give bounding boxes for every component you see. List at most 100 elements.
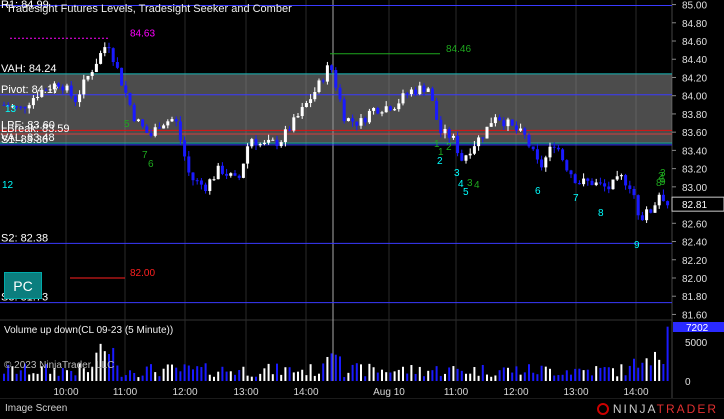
candle-body [460, 153, 464, 161]
volume-bar [641, 362, 644, 381]
candle-body [590, 180, 594, 186]
volume-bar [70, 370, 73, 381]
seeker-count-label: 12 [2, 180, 14, 191]
ninjatrader-logo: NINJATRADER [596, 401, 718, 417]
candle-body [27, 105, 31, 109]
volume-bar [507, 367, 509, 381]
candle-body [170, 119, 174, 122]
candle-body [216, 165, 220, 180]
candle-body [82, 79, 86, 95]
volume-bar [208, 374, 211, 381]
candle-body [48, 89, 52, 91]
candle-body [6, 104, 10, 107]
last-volume-flag [673, 322, 724, 332]
seeker-count-label: 1 [660, 174, 666, 185]
volume-bar [582, 370, 585, 381]
volume-bar [11, 366, 14, 381]
volume-bar [301, 369, 304, 381]
pc-button[interactable]: PC [4, 272, 42, 299]
seeker-count-label: 2 [658, 171, 664, 182]
seeker-count-label: 3 [660, 168, 666, 179]
time-tick-label: 14:00 [623, 387, 648, 398]
price-tick-label: 83.40 [682, 146, 707, 157]
candle-body [355, 121, 359, 126]
candle-body [330, 65, 334, 71]
time-tick-label: 11:00 [444, 387, 469, 398]
candle-body [565, 160, 569, 171]
candle-body [510, 119, 514, 126]
volume-bar [124, 375, 127, 381]
candle-body [573, 174, 577, 184]
volume-bar [330, 353, 333, 381]
volume-bar [498, 370, 501, 381]
candle-body [338, 87, 342, 100]
candle-body [636, 195, 640, 216]
seeker-count-label: 6 [148, 159, 154, 170]
last-volume-label: 7202 [686, 323, 709, 334]
volume-bar [515, 366, 518, 381]
volume-bar [410, 365, 413, 381]
candle-body [611, 179, 615, 190]
last-price-flag [671, 196, 724, 212]
volume-bar [284, 367, 287, 381]
seeker-count-label: 9 [660, 177, 666, 188]
footer-bar: Image Screen NINJATRADER [0, 398, 724, 419]
price-tick-label: 84.40 [682, 55, 707, 66]
volume-bar [658, 359, 661, 381]
candle-body [351, 118, 355, 122]
volume-bar [187, 365, 190, 381]
price-tick-label: 81.80 [682, 292, 707, 303]
volume-bar [82, 368, 85, 381]
volume-bar [511, 372, 514, 381]
volume-bar [347, 372, 350, 381]
time-tick-label: Aug 10 [373, 387, 405, 398]
candle-body [363, 118, 367, 123]
volume-bar [502, 367, 505, 381]
seeker-count-label: 7 [573, 193, 579, 204]
volume-bar [662, 363, 665, 381]
candle-body [65, 85, 69, 91]
seeker-count-label: 3 [467, 178, 473, 189]
candle-body [174, 119, 178, 122]
candle-body [204, 184, 208, 192]
candle-body [388, 106, 392, 111]
candle-body [414, 89, 418, 95]
candle-body [132, 104, 136, 122]
candle-body [220, 165, 224, 174]
candle-body [556, 147, 560, 150]
volume-bar [494, 375, 497, 381]
volume-bar [557, 375, 560, 381]
volume-bar [234, 374, 236, 381]
candle-body [661, 194, 665, 202]
candle-body [548, 146, 552, 158]
candles [2, 42, 670, 223]
volume-bar [570, 374, 572, 381]
level-label: LBreak: 83.59 [1, 123, 70, 135]
candle-body [233, 173, 237, 176]
candle-body [15, 106, 19, 108]
level-label: VAL: 83.48 [1, 132, 55, 144]
volume-tick-label: 0 [685, 377, 691, 388]
volume-bar [460, 370, 463, 381]
candle-body [292, 117, 296, 131]
volume-bar [276, 363, 278, 381]
price-tick-label: 84.60 [682, 37, 707, 48]
candle-body [653, 205, 657, 213]
candle-body [149, 133, 153, 136]
candle-body [367, 110, 371, 123]
candle-body [582, 178, 586, 185]
volume-bar [166, 364, 169, 381]
volume-bar [633, 358, 635, 381]
seeker-count-label: 1 [434, 139, 440, 150]
volume-bar [544, 366, 547, 381]
image-screen-label: Image Screen [5, 403, 68, 414]
candle-body [640, 215, 644, 221]
volume-bar [158, 376, 161, 381]
volume-bar [456, 368, 459, 381]
price-tick-label: 84.00 [682, 92, 707, 103]
volume-bar [141, 375, 144, 381]
annotation-label: 84.46 [446, 44, 471, 55]
seeker-count-label: 8 [656, 178, 662, 189]
volume-bar [423, 376, 425, 381]
